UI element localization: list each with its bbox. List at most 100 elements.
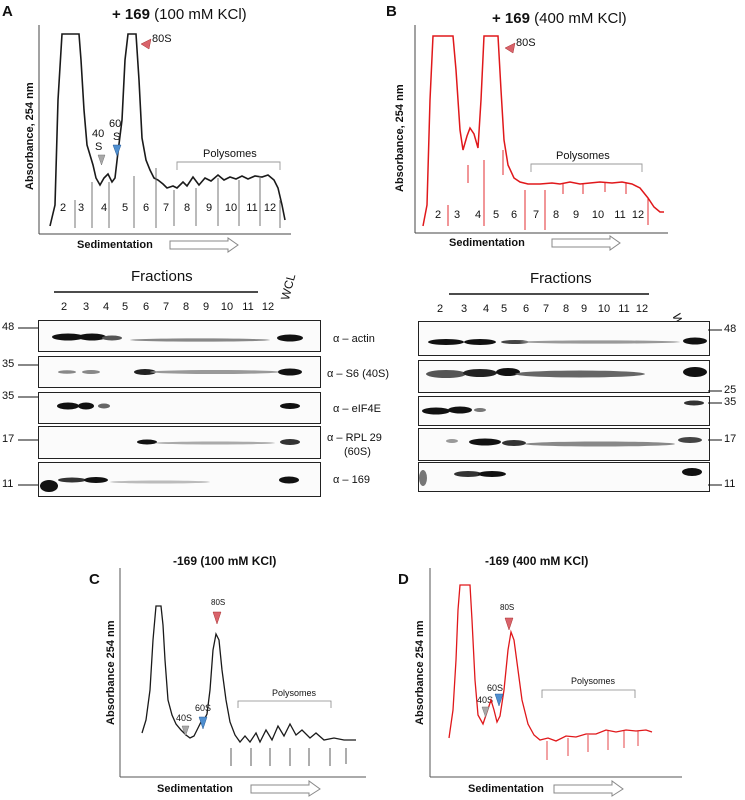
panel-a-60s-label-a: 60 <box>109 118 122 130</box>
blot-left-fraction-12: 12 <box>261 301 275 313</box>
bands-left-eif4e <box>57 402 300 410</box>
panel-d-60s-label: 60S <box>487 683 504 693</box>
antibody-s6: α – S6 (40S) <box>327 368 389 380</box>
panel-c-40s-label: 40S <box>176 713 193 723</box>
blot-right-fraction-6: 6 <box>522 303 530 315</box>
blot-left-fraction-3: 3 <box>82 301 90 313</box>
panel-c-fraction-ticks <box>230 748 347 766</box>
panel-a-80s-arrow-icon <box>140 38 152 50</box>
panel-a-trace <box>49 33 286 227</box>
panel-b-fraction-8: 8 <box>552 209 560 221</box>
mw-ticks-left <box>18 327 38 486</box>
blot-left-fraction-9: 9 <box>202 301 210 313</box>
panel-b-fraction-12: 12 <box>631 209 645 221</box>
panel-c-80s-arrow-icon <box>212 611 222 625</box>
panel-c-60s-arrow-icon <box>198 716 208 730</box>
panel-a-fraction-5: 5 <box>121 202 129 214</box>
fractions-label-right: Fractions <box>530 270 592 287</box>
panel-b-polysomes-label: Polysomes <box>556 150 610 162</box>
panel-d-axes <box>429 568 682 778</box>
mw-left-1: 48 <box>2 321 15 333</box>
blot-left-fraction-4: 4 <box>102 301 110 313</box>
panel-a-80s-label: 80S <box>152 33 172 45</box>
panel-letter-d: D <box>398 571 409 588</box>
blot-right-fraction-3: 3 <box>460 303 468 315</box>
mw-right-4: 17 <box>724 433 737 445</box>
panel-letter-c: C <box>89 571 100 588</box>
panel-a-fraction-2: 2 <box>59 202 67 214</box>
panel-a-title-rest: (100 mM KCl) <box>149 6 247 23</box>
panel-a-fraction-7: 7 <box>162 202 170 214</box>
panel-a-fraction-ticks <box>74 168 281 228</box>
antibody-rpl29-sub: (60S) <box>344 446 371 458</box>
mw-right-5: 11 <box>724 478 736 490</box>
panel-b-fraction-3: 3 <box>453 209 461 221</box>
panel-b-polysome-bracket <box>530 163 643 172</box>
panel-c-sedimentation-arrow-icon <box>250 780 321 797</box>
mw-left-5: 11 <box>2 478 14 490</box>
blot-left-fraction-6: 6 <box>142 301 150 313</box>
panel-c-polysome-bracket <box>237 700 332 708</box>
mw-right-2: 25 <box>724 384 737 396</box>
blot-right-actin <box>418 321 710 356</box>
panel-b-80s-arrow-icon <box>504 42 516 54</box>
panel-d-60s-arrow-icon <box>494 693 504 707</box>
antibody-eif4e: α – eIF4E <box>333 403 381 415</box>
panel-a-title: + 169 (100 mM KCl) <box>112 6 247 23</box>
panel-d-40s-arrow-icon <box>481 706 490 718</box>
bands-right-eif4e <box>422 400 704 415</box>
panel-b-title: + 169 (400 mM KCl) <box>492 10 627 27</box>
panel-b-fraction-2: 2 <box>434 209 442 221</box>
panel-b-fraction-ticks <box>447 150 649 230</box>
mw-left-3: 35 <box>2 390 15 402</box>
panel-b-axes <box>414 25 668 234</box>
blot-left-fraction-2: 2 <box>60 301 68 313</box>
bands-left-169 <box>40 476 299 492</box>
blot-left-fraction-7: 7 <box>162 301 170 313</box>
panel-a-axes <box>38 25 291 235</box>
panel-b-fraction-11: 11 <box>614 209 626 221</box>
panel-b-fraction-7: 7 <box>532 209 540 221</box>
panel-a-40s-label-b: S <box>95 141 103 153</box>
panel-b-fraction-10: 10 <box>591 209 605 221</box>
panel-a-fraction-11: 11 <box>246 202 258 214</box>
bands-left-rpl29 <box>137 439 300 445</box>
panel-a-xlabel: Sedimentation <box>77 239 153 251</box>
panel-d-trace <box>448 584 653 742</box>
panel-d-fraction-ticks <box>546 731 639 760</box>
panel-a-fraction-12: 12 <box>263 202 277 214</box>
blot-right-fraction-8: 8 <box>562 303 570 315</box>
antibody-rpl29: α – RPL 29 <box>327 432 382 444</box>
panel-a-60s-label-b: S <box>113 131 121 143</box>
panel-d-polysome-bracket <box>541 689 636 698</box>
blot-right-fraction-9: 9 <box>580 303 588 315</box>
panel-b-fraction-6: 6 <box>510 209 518 221</box>
panel-a-polysome-bracket <box>176 161 281 170</box>
panel-a-fraction-8: 8 <box>183 202 191 214</box>
panel-c-polysomes-label: Polysomes <box>272 688 317 698</box>
antibody-actin: α – actin <box>333 333 375 345</box>
blot-left-fraction-8: 8 <box>182 301 190 313</box>
panel-letter-a: A <box>2 3 13 20</box>
panel-b-title-bold: + 169 <box>492 10 530 27</box>
antibody-169: α – 169 <box>333 474 370 486</box>
blot-right-fraction-12: 12 <box>635 303 649 315</box>
panel-a-fraction-3: 3 <box>77 202 85 214</box>
blot-left-fraction-5: 5 <box>121 301 129 313</box>
panel-a-fraction-4: 4 <box>100 202 108 214</box>
panel-c-40s-arrow-icon <box>181 725 190 737</box>
panel-b-fraction-4: 4 <box>474 209 482 221</box>
panel-d-title: -169 (400 mM KCl) <box>485 554 589 568</box>
panel-a-polysomes-label: Polysomes <box>203 148 257 160</box>
panel-c-axes <box>119 568 366 778</box>
panel-c-xlabel: Sedimentation <box>157 783 233 795</box>
panel-b-xlabel: Sedimentation <box>449 237 525 249</box>
blot-right-169 <box>418 462 710 492</box>
blot-right-fraction-4: 4 <box>482 303 490 315</box>
panel-a-40s-arrow-icon <box>97 154 106 166</box>
blot-right-fraction-11: 11 <box>618 303 630 315</box>
panel-a-fraction-10: 10 <box>224 202 238 214</box>
panel-c-60s-label: 60S <box>195 703 212 713</box>
bands-right-169 <box>419 468 702 486</box>
